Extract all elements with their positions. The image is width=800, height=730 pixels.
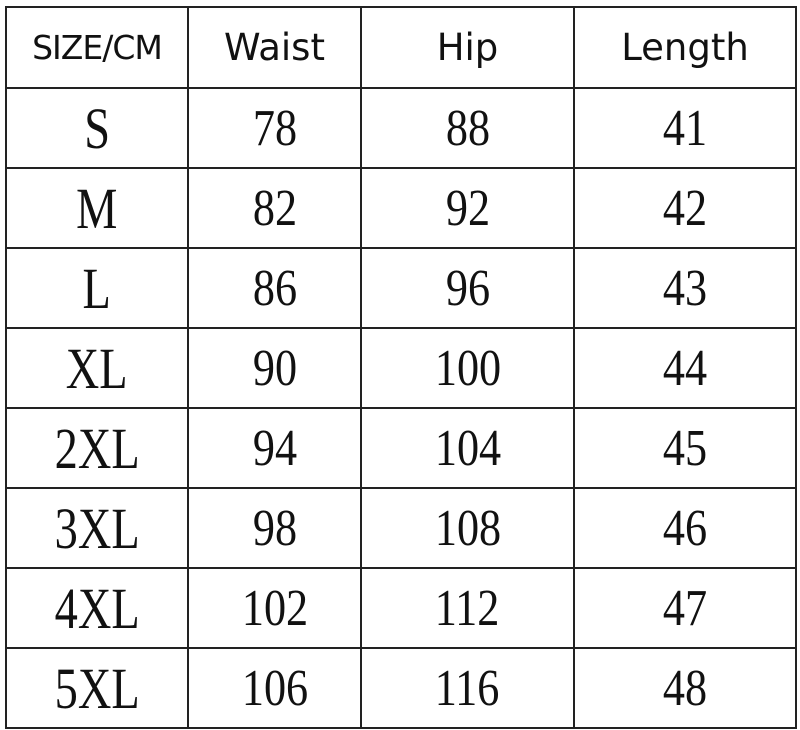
cell-text: 78 xyxy=(252,99,297,157)
table-row: XL 90 100 44 xyxy=(5,327,797,409)
cell-size: 3XL xyxy=(5,487,189,569)
cell-text: 90 xyxy=(252,339,297,397)
cell-length: 41 xyxy=(573,87,797,169)
cell-length: 48 xyxy=(573,647,797,729)
cell-text: 42 xyxy=(662,179,708,237)
table-row: 2XL 94 104 45 xyxy=(5,407,797,489)
cell-text: 100 xyxy=(434,339,501,397)
header-row: SIZE/CM Waist Hip Length xyxy=(5,6,797,89)
cell-text: 112 xyxy=(435,579,500,637)
cell-text: 48 xyxy=(662,659,708,717)
cell-text: 96 xyxy=(445,259,490,317)
cell-text: 94 xyxy=(252,419,297,477)
cell-waist: 102 xyxy=(187,567,362,649)
cell-hip: 116 xyxy=(360,647,575,729)
cell-length: 44 xyxy=(573,327,797,409)
cell-length: 46 xyxy=(573,487,797,569)
cell-text: XL xyxy=(66,335,128,401)
cell-waist: 98 xyxy=(187,487,362,569)
cell-waist: 78 xyxy=(187,87,362,169)
cell-size: XL xyxy=(5,327,189,409)
cell-size: S xyxy=(5,87,189,169)
cell-length: 42 xyxy=(573,167,797,249)
cell-size: M xyxy=(5,167,189,249)
cell-hip: 100 xyxy=(360,327,575,409)
cell-waist: 86 xyxy=(187,247,362,329)
header-hip: Hip xyxy=(360,6,575,89)
table-row: M 82 92 42 xyxy=(5,167,797,249)
cell-text: M xyxy=(76,175,118,241)
cell-hip: 92 xyxy=(360,167,575,249)
cell-text: 82 xyxy=(252,179,297,237)
cell-text: 3XL xyxy=(54,495,140,561)
cell-text: 108 xyxy=(434,499,501,557)
cell-text: 104 xyxy=(434,419,501,477)
cell-text: L xyxy=(82,255,112,321)
cell-text: 41 xyxy=(662,99,708,157)
cell-text: 86 xyxy=(252,259,297,317)
cell-size: 2XL xyxy=(5,407,189,489)
cell-text: 88 xyxy=(445,99,490,157)
cell-hip: 108 xyxy=(360,487,575,569)
cell-hip: 88 xyxy=(360,87,575,169)
cell-size: 5XL xyxy=(5,647,189,729)
cell-waist: 106 xyxy=(187,647,362,729)
header-size: SIZE/CM xyxy=(5,6,189,89)
cell-waist: 90 xyxy=(187,327,362,409)
header-waist: Waist xyxy=(187,6,362,89)
cell-text: 46 xyxy=(662,499,708,557)
cell-text: 92 xyxy=(445,179,490,237)
table-row: 4XL 102 112 47 xyxy=(5,567,797,649)
size-chart-table: SIZE/CM Waist Hip Length S 78 88 41 M 82 92 42 L… xyxy=(5,6,797,729)
cell-text: 5XL xyxy=(54,655,140,721)
cell-text: 2XL xyxy=(54,415,140,481)
cell-text: S xyxy=(84,95,110,161)
cell-text: 47 xyxy=(662,579,708,637)
cell-size: L xyxy=(5,247,189,329)
cell-text: 102 xyxy=(241,579,308,637)
cell-length: 45 xyxy=(573,407,797,489)
cell-waist: 94 xyxy=(187,407,362,489)
cell-hip: 104 xyxy=(360,407,575,489)
cell-hip: 96 xyxy=(360,247,575,329)
cell-text: 45 xyxy=(662,419,708,477)
cell-text: 43 xyxy=(662,259,708,317)
cell-text: 106 xyxy=(241,659,308,717)
table-row: 3XL 98 108 46 xyxy=(5,487,797,569)
cell-text: 4XL xyxy=(54,575,140,641)
table-row: S 78 88 41 xyxy=(5,87,797,169)
cell-hip: 112 xyxy=(360,567,575,649)
cell-size: 4XL xyxy=(5,567,189,649)
table-row: L 86 96 43 xyxy=(5,247,797,329)
table-row: 5XL 106 116 48 xyxy=(5,647,797,729)
cell-text: 98 xyxy=(252,499,297,557)
cell-length: 43 xyxy=(573,247,797,329)
cell-text: 116 xyxy=(435,659,500,717)
cell-text: 44 xyxy=(662,339,708,397)
header-length: Length xyxy=(573,6,797,89)
cell-length: 47 xyxy=(573,567,797,649)
cell-waist: 82 xyxy=(187,167,362,249)
